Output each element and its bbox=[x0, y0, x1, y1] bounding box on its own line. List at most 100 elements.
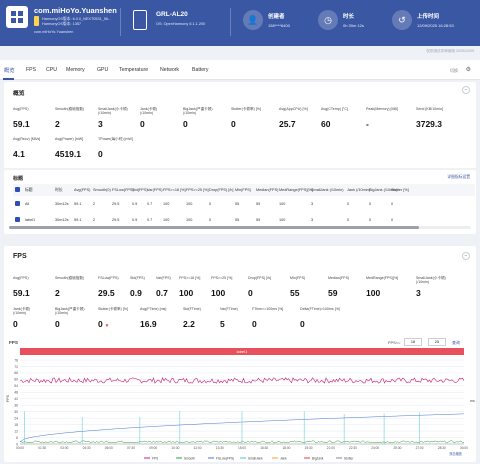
fps-metric-label: Min(FPS) bbox=[290, 276, 306, 280]
overview-metric-value: 60 bbox=[321, 119, 330, 129]
overview-metric-value: 4.1 bbox=[13, 149, 25, 159]
tab-overview[interactable]: 概览 bbox=[4, 68, 15, 74]
table-header-cell: Avg(FPS) bbox=[74, 188, 91, 192]
y-tick-label: 36 bbox=[14, 404, 18, 408]
table-cell: 100 bbox=[186, 202, 193, 206]
overview-metric-label: Jank(卡顿) (/10min) bbox=[140, 107, 158, 116]
table-scrollbar[interactable] bbox=[9, 226, 471, 229]
overview-metric-value: 25.7 bbox=[279, 119, 296, 129]
app-name: com.miHoYo.Yuanshen bbox=[34, 6, 117, 15]
active-tab-indicator bbox=[3, 78, 14, 80]
overview-metric-label: Avg(AppCPU) [%] bbox=[279, 107, 308, 111]
fps-metric-value: 29.5 bbox=[98, 288, 115, 298]
fps-metric-label: Drop(FPS) [/h] bbox=[248, 276, 272, 280]
table-cell: 0 bbox=[391, 218, 394, 222]
table-cell: 30m12s bbox=[55, 218, 69, 222]
switch-button[interactable]: 切换 bbox=[450, 68, 458, 73]
fps-metric-number: 16.9 bbox=[140, 319, 157, 329]
y-tick-label: 42 bbox=[14, 397, 18, 401]
overview-metric-number: 0 bbox=[98, 149, 103, 159]
overview-metric-label: Avg(FPS) bbox=[13, 107, 29, 111]
table-header-cell: 时长 bbox=[55, 188, 63, 192]
overview-metric-label: Avg(Power) [mW] bbox=[55, 137, 84, 141]
app-icon bbox=[6, 6, 28, 28]
fps-metric-value: 3 bbox=[416, 288, 421, 298]
fps-metric-number: 0 bbox=[13, 319, 18, 329]
table-cell: 100 bbox=[163, 202, 170, 206]
overview-metric-value: 0 bbox=[140, 119, 145, 129]
table-cell: 30m12s bbox=[55, 202, 69, 206]
table-header-cell: Var(FPS) bbox=[147, 188, 163, 192]
duration-label: 时长 bbox=[343, 14, 355, 20]
table-cell: 100 bbox=[163, 218, 170, 222]
query-button[interactable]: 查询 bbox=[452, 340, 460, 345]
x-tick-label: 27:00 bbox=[416, 446, 424, 450]
app-package: com.miHoYo.Yuanshen bbox=[34, 30, 74, 34]
clock-icon: ◷ bbox=[318, 10, 338, 30]
fps-metric-number: 0 bbox=[55, 319, 60, 329]
fps-metric-label: FPS>=18 [%] bbox=[179, 276, 201, 280]
overview-metric-number: 3 bbox=[98, 119, 103, 129]
fps-metric-value: 100 bbox=[366, 288, 380, 298]
settings-gear-icon[interactable]: ⚙ bbox=[465, 67, 471, 73]
fps-metric-number: 2 bbox=[55, 288, 60, 298]
table-cell: label1 bbox=[25, 218, 36, 222]
fps-metric-label: FSLow(FPS) bbox=[98, 276, 119, 280]
row-checkbox[interactable] bbox=[15, 201, 20, 206]
fps-metric-value: 5 bbox=[220, 319, 225, 329]
fps-metric-label: Median(FPS) bbox=[328, 276, 350, 280]
tab-fps[interactable]: FPS bbox=[26, 67, 37, 73]
tab-battery[interactable]: Battery bbox=[192, 67, 209, 73]
tab-memory[interactable]: Memory bbox=[66, 67, 85, 73]
x-tick-label: 22:30 bbox=[349, 446, 357, 450]
history-icon: ↺ bbox=[392, 10, 412, 30]
table-cell: 0 bbox=[369, 218, 372, 222]
overview-metric-value: 3729.3 bbox=[416, 119, 442, 129]
row-checkbox[interactable] bbox=[15, 217, 20, 222]
y-tick-label: 60 bbox=[14, 378, 18, 382]
row-checkbox[interactable] bbox=[15, 187, 20, 192]
fps-series-line bbox=[19, 377, 465, 384]
fps-metric-value: 0.7 bbox=[156, 288, 168, 298]
device-name: GRL-AL20 bbox=[156, 11, 188, 18]
x-tick-label: 07:30 bbox=[127, 446, 135, 450]
overview-metric-value: 4519.1 bbox=[55, 149, 81, 159]
app-version-2: HarmonyOS版本: 1357 bbox=[42, 22, 82, 26]
table-cell: 100 bbox=[279, 202, 286, 206]
app-header: com.miHoYo.Yuanshen HarmonyOS版本: 6.0.0_N… bbox=[0, 0, 480, 46]
threshold-input-2[interactable]: 25 bbox=[428, 338, 446, 346]
table-row[interactable]: label1 30m12s 59.1 2 29.5 0.9 0.7 100 100 0 55 59 10… bbox=[13, 214, 475, 226]
overview-metric-label: Peak(Memory) [MB] bbox=[366, 107, 398, 111]
table-cell: 59.1 bbox=[74, 218, 82, 222]
table-header-cell: FPS>=25 [%] bbox=[186, 188, 209, 192]
table-cell: 0 bbox=[209, 202, 212, 206]
fps-metric-number: 5 bbox=[220, 319, 225, 329]
fps-metric-value: 100 bbox=[179, 288, 193, 298]
label-banner bbox=[20, 348, 464, 355]
table-header-cell: Stutter [%] bbox=[391, 188, 409, 192]
tab-network[interactable]: Network bbox=[160, 67, 180, 73]
fps-metric-value: 2.2 bbox=[183, 319, 195, 329]
fps-metric-label: Avg(FPS) bbox=[13, 276, 29, 280]
tab-gpu[interactable]: GPU bbox=[97, 67, 109, 73]
threshold-input-1[interactable]: 18 bbox=[404, 338, 422, 346]
tab-temperature[interactable]: Temperature bbox=[119, 67, 149, 73]
y-tick-label: 78 bbox=[14, 358, 18, 362]
app-version-1: HarmonyOS版本: 6.0.0_NEXT0531_56... bbox=[42, 17, 112, 21]
table-cell: 0.9 bbox=[132, 218, 138, 222]
x-tick-label: 13:30 bbox=[216, 446, 224, 450]
collapse-icon[interactable]: − bbox=[462, 252, 470, 260]
fps-metric-label: FTime>=100ms [%] bbox=[252, 307, 284, 311]
metric-settings-link[interactable]: 详细指标设置 bbox=[447, 175, 470, 179]
overview-metric-label: Avg(Recv) [KB/s] bbox=[13, 137, 41, 141]
tab-cpu[interactable]: CPU bbox=[46, 67, 57, 73]
collapse-icon[interactable]: − bbox=[462, 86, 470, 94]
fps-metric-label: Std(FPS) bbox=[130, 276, 145, 280]
table-row[interactable]: All 30m12s 59.1 2 29.5 0.9 0.7 100 100 0 55 59 100 3 0… bbox=[13, 198, 475, 210]
fps-metric-number: 55 bbox=[290, 288, 300, 298]
x-tick-label: 12:00 bbox=[194, 446, 202, 450]
table-cell: 0.9 bbox=[132, 202, 138, 206]
legend-label: Jank bbox=[280, 456, 287, 460]
fps-metric-number: 59.1 bbox=[13, 288, 30, 298]
